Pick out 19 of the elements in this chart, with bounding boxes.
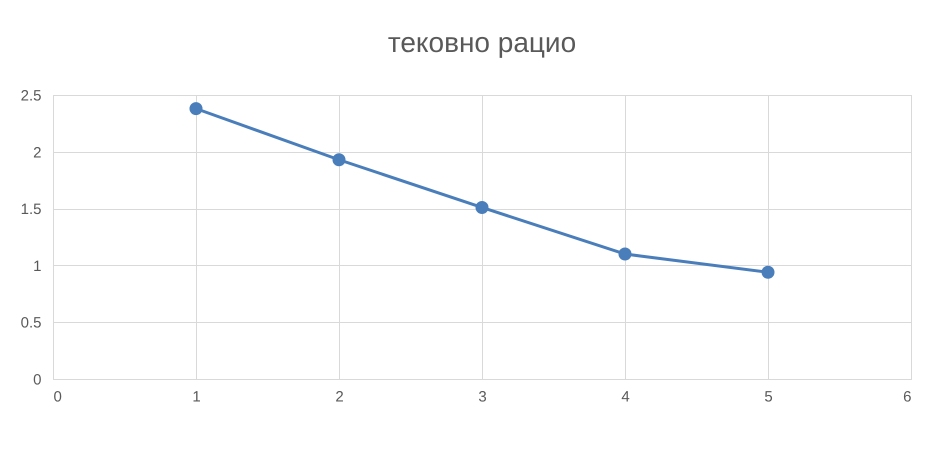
y-tick-label: 0 xyxy=(33,372,42,388)
point xyxy=(475,200,489,214)
y-tick-label: 2.5 xyxy=(20,88,42,104)
point xyxy=(189,102,203,116)
point xyxy=(761,266,775,279)
y-tick-label: 2 xyxy=(33,144,42,162)
x-tick-label: 4 xyxy=(621,388,630,406)
x-tick-label: 0 xyxy=(54,388,62,406)
x-tick-label: 1 xyxy=(192,388,201,406)
point xyxy=(618,248,632,261)
x-tick-label: 6 xyxy=(903,388,912,406)
y-tick-label: 1 xyxy=(33,258,42,275)
point xyxy=(332,153,346,166)
x-tick-label: 3 xyxy=(478,388,487,406)
x-tick-label: 2 xyxy=(335,388,344,406)
chart-title: тековно рацио xyxy=(388,27,576,58)
y-tick-label: 1.5 xyxy=(20,201,42,218)
x-tick-label: 5 xyxy=(764,388,773,406)
y-tick-label: 0.5 xyxy=(20,314,42,332)
